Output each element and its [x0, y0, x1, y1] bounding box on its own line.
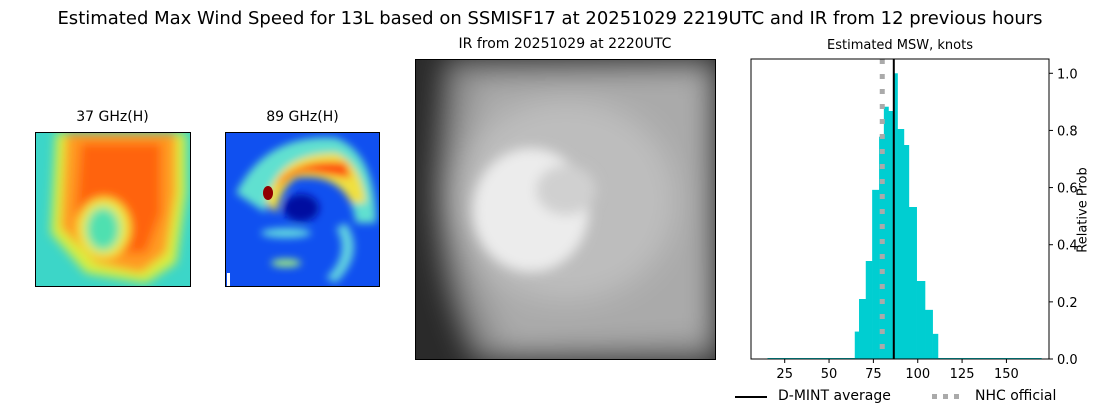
histogram-bar	[925, 309, 933, 359]
y-tick-label: 0.2	[1057, 296, 1078, 311]
ir-image	[415, 59, 716, 360]
mw37-title: 37 GHz(H)	[76, 109, 149, 125]
y-tick-label: 0.4	[1057, 239, 1078, 254]
y-axis-label: Relative Prob	[1075, 167, 1091, 253]
legend-nhc-label: NHC official	[975, 388, 1057, 404]
mw89-image	[225, 132, 380, 287]
x-tick-label: 150	[994, 367, 1019, 382]
histogram-bar	[903, 145, 910, 359]
x-tick-label: 125	[950, 367, 975, 382]
histogram-bar	[854, 331, 860, 359]
x-tick-label: 50	[821, 367, 838, 382]
histogram-bar	[865, 261, 873, 359]
legend-nhc-swatch	[932, 394, 964, 399]
mw89-title: 89 GHz(H)	[266, 109, 339, 125]
x-tick-label: 100	[905, 367, 930, 382]
y-tick-label: 1.0	[1057, 67, 1078, 82]
legend-dmint-swatch	[735, 396, 767, 398]
ir-title: IR from 20251029 at 2220UTC	[458, 36, 672, 52]
histogram-bar	[859, 299, 867, 359]
histogram-bar	[872, 189, 880, 359]
histogram-bar	[932, 333, 939, 359]
y-tick-label: 0.8	[1057, 124, 1078, 139]
histogram-bar	[888, 111, 894, 359]
histogram-bar	[893, 73, 898, 360]
histogram-bar	[883, 106, 889, 359]
histogram-bar	[897, 129, 905, 359]
histogram-bar	[916, 281, 926, 359]
x-tick-label: 25	[776, 367, 793, 382]
legend-dmint-label: D-MINT average	[778, 388, 891, 404]
histogram-bar	[908, 207, 917, 359]
y-tick-label: 0.0	[1057, 353, 1078, 368]
plot-frame	[750, 58, 1050, 360]
y-tick-label: 0.6	[1057, 182, 1078, 197]
histogram-bar	[879, 136, 885, 359]
x-tick-label: 75	[865, 367, 882, 382]
chart-title: Estimated MSW, knots	[827, 38, 973, 53]
figure-title: Estimated Max Wind Speed for 13L based o…	[57, 8, 1043, 29]
mw37-image	[35, 132, 191, 287]
